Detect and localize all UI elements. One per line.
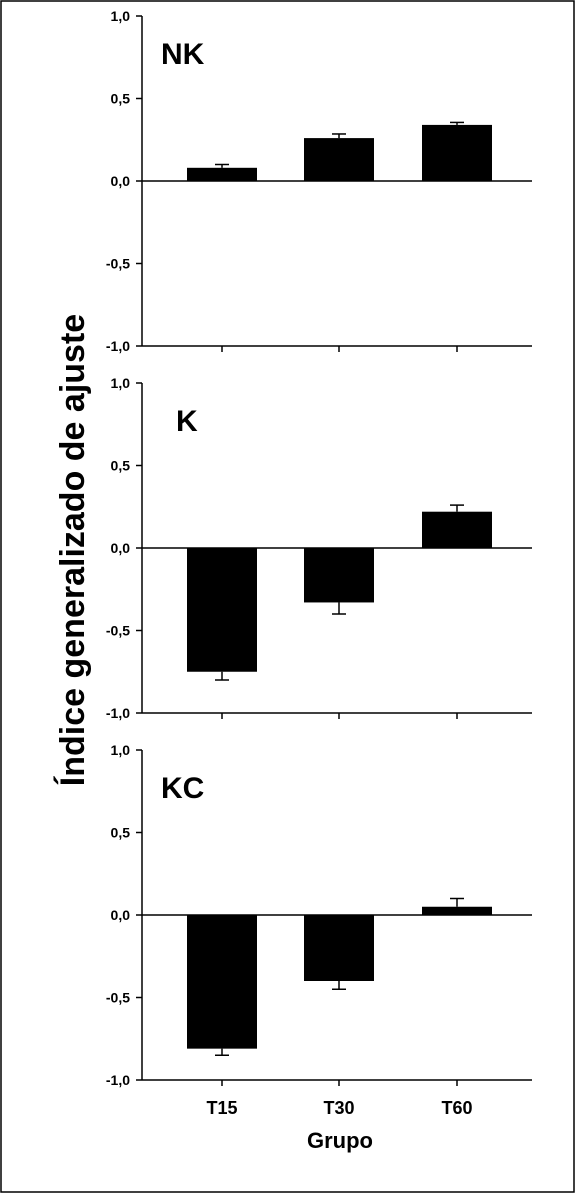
panel-nk-y-tick-label: -1,0 [106,338,130,354]
panel-kc-x-tick-label-t30: T30 [323,1098,354,1118]
panels: 1,0 0,5 0,0 -0,5 -1,0 NK 1,0 0,5 0,0 -0,5 -1,0 K 1,0… [106,8,532,1118]
panel-k-bar-t15 [187,548,257,672]
panel-kc-y-tick-label: 0,0 [111,907,131,923]
panel-nk-y-tick-label: 1,0 [111,8,131,24]
panel-kc-bar-t60 [422,906,492,915]
panel-kc-bar-t15 [187,915,257,1049]
x-axis-title: Grupo [307,1128,373,1153]
panel-k-y-tick-label: 1,0 [111,375,131,391]
panel-nk-y-tick-label: -0,5 [106,256,130,272]
panel-k-label: K [176,405,198,438]
panel-k-y-tick-label: -1,0 [106,705,130,721]
panel-kc-x-tick-label-t60: T60 [441,1098,472,1118]
y-axis-title: Índice generalizado de ajuste [54,314,92,786]
panel-k-y-tick-label: -0,5 [106,623,130,639]
panel-nk-bar-t60 [422,124,492,181]
panel-kc-y-tick-label: 1,0 [111,742,131,758]
panel-kc-x-tick-label-t15: T15 [206,1098,237,1118]
panel-nk-bar-t30 [304,138,374,181]
panel-k-y-tick-label: 0,0 [111,540,131,556]
panel-nk-y-tick-label: 0,5 [111,91,131,107]
panel-kc-label: KC [161,772,204,805]
panel-nk-label: NK [161,38,205,71]
panel-nk-bar-t15 [187,167,257,181]
panel-k-bar-t30 [304,548,374,603]
panel-kc-y-tick-label: -0,5 [106,990,130,1006]
panel-nk-y-tick-label: 0,0 [111,173,131,189]
panel-k-bar-t60 [422,511,492,548]
panel-kc-y-tick-label: 0,5 [111,825,131,841]
panel-kc-bar-t30 [304,915,374,981]
panel-k-y-tick-label: 0,5 [111,458,131,474]
panel-kc-y-tick-label: -1,0 [106,1072,130,1088]
